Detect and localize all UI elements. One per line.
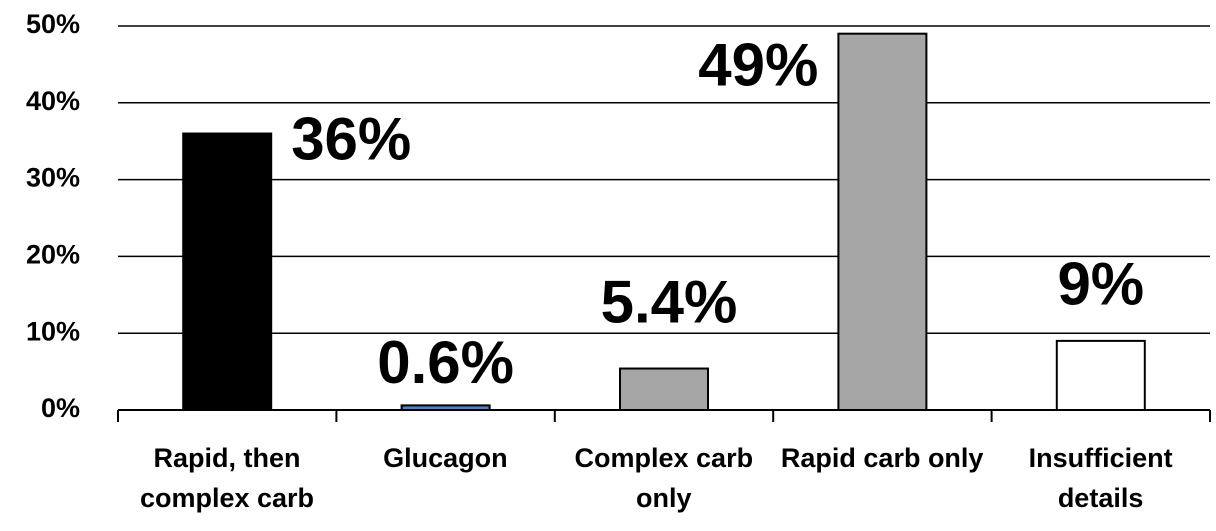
- y-tick-label: 20%: [26, 240, 80, 270]
- bar: [619, 367, 709, 412]
- value-label: 49%: [698, 32, 818, 99]
- bar: [182, 132, 273, 412]
- bar: [837, 32, 928, 412]
- x-tick-label: Glucagon: [383, 443, 508, 473]
- y-tick-label: 0%: [41, 393, 80, 423]
- value-label: 36%: [291, 105, 411, 172]
- value-label: 9%: [1057, 251, 1144, 318]
- value-label: 5.4%: [601, 268, 738, 335]
- bar: [400, 404, 491, 411]
- value-label: 0.6%: [377, 329, 514, 396]
- x-tick-label: Rapid, then complex carb: [139, 443, 315, 513]
- x-tick-label: Rapid carb only: [780, 443, 984, 473]
- y-tick-label: 50%: [26, 9, 80, 39]
- x-tick-label: Insufficient details: [1028, 443, 1173, 513]
- x-tick-label: Complex carb only: [574, 443, 754, 513]
- y-tick-label: 30%: [26, 163, 80, 193]
- y-tick-label: 10%: [26, 316, 80, 346]
- y-tick-label: 40%: [26, 86, 80, 116]
- bar: [1055, 339, 1146, 412]
